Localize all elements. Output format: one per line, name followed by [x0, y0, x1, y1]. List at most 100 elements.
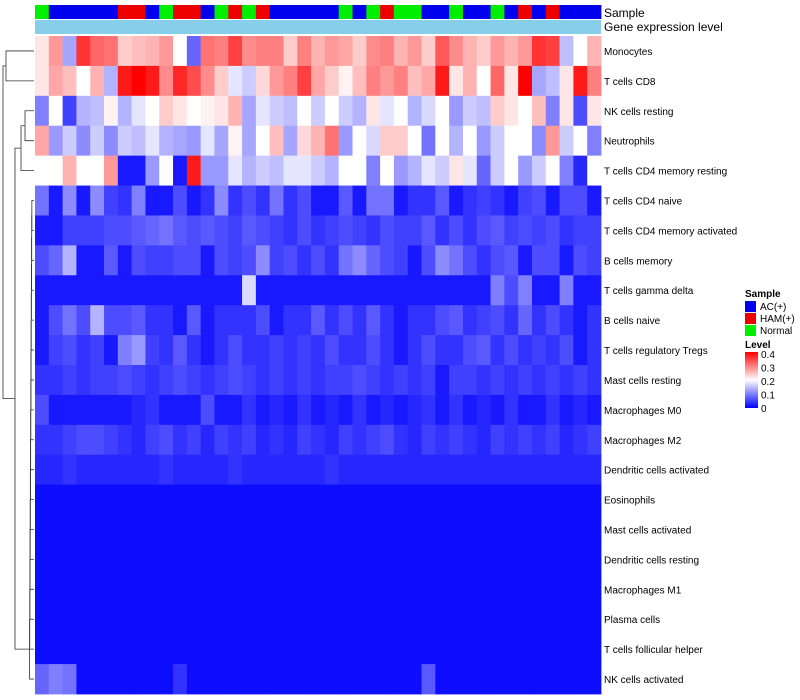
- heatmap-cell: [214, 36, 229, 67]
- heatmap-cell: [297, 634, 312, 665]
- heatmap-cell: [186, 36, 202, 67]
- heatmap-cell: [117, 454, 133, 486]
- heatmap-cell: [173, 335, 188, 366]
- heatmap-cell: [449, 514, 464, 545]
- heatmap-cell: [76, 604, 91, 635]
- heatmap-cell: [200, 65, 215, 97]
- heatmap-cell: [242, 155, 257, 186]
- heatmap-cell: [435, 155, 450, 186]
- sample-swatch: [380, 5, 395, 19]
- heatmap-cell: [573, 185, 588, 216]
- heatmap-cell: [545, 514, 560, 545]
- heatmap-cell: [559, 424, 574, 456]
- heatmap-cell: [228, 305, 243, 336]
- heatmap-cell: [504, 305, 519, 336]
- row-label: Macrophages M0: [604, 406, 682, 417]
- heatmap-cell: [352, 484, 367, 515]
- heatmap-cell: [214, 215, 229, 246]
- heatmap-cell: [104, 454, 119, 486]
- heatmap-cell: [435, 365, 450, 396]
- heatmap-cell: [90, 215, 105, 246]
- heatmap-cell: [587, 484, 602, 515]
- heatmap-cell: [518, 514, 533, 545]
- heatmap-cell: [324, 275, 340, 306]
- heatmap-cell: [104, 514, 119, 545]
- heatmap-cell: [573, 484, 588, 515]
- heatmap-cell: [131, 514, 146, 545]
- heatmap-cell: [145, 574, 160, 605]
- heatmap-cell: [545, 394, 560, 426]
- heatmap-cell: [407, 65, 422, 97]
- heatmap-cell: [504, 424, 519, 456]
- heatmap-cell: [518, 365, 533, 396]
- heatmap-cell: [90, 454, 105, 486]
- heatmap-cell: [421, 544, 436, 575]
- heatmap-cell: [214, 544, 229, 575]
- heatmap-cell: [352, 574, 367, 605]
- heatmap-cell: [462, 544, 478, 575]
- heatmap-cell: [380, 275, 395, 306]
- heatmap-cell: [352, 275, 367, 306]
- row-label: NK cells resting: [604, 107, 673, 118]
- heatmap-cell: [462, 245, 478, 276]
- heatmap-cell: [338, 125, 353, 157]
- heatmap-cell: [380, 514, 395, 545]
- heatmap-cell: [421, 185, 436, 216]
- heatmap-cell: [255, 365, 271, 396]
- heatmap-cell: [76, 305, 91, 336]
- heatmap-cell: [393, 155, 409, 186]
- heatmap-cell: [104, 275, 119, 306]
- sample-swatch: [476, 5, 491, 19]
- heatmap-cell: [283, 424, 298, 456]
- heatmap-cell: [214, 454, 229, 486]
- heatmap-cell: [311, 424, 326, 456]
- heatmap-cell: [297, 155, 312, 186]
- heatmap-cell: [476, 275, 491, 306]
- heatmap-cell: [159, 95, 174, 127]
- heatmap-cell: [269, 454, 284, 486]
- heatmap-cell: [462, 155, 478, 186]
- heatmap-cell: [200, 514, 215, 545]
- heatmap-cell: [324, 365, 340, 396]
- heatmap-cell: [490, 95, 505, 127]
- heatmap-cell: [186, 125, 202, 157]
- heatmap-cell: [545, 634, 560, 665]
- dendrogram-branch: [31, 215, 34, 261]
- heatmap-cell: [173, 514, 188, 545]
- expression-track-label: Gene expression level: [604, 20, 723, 34]
- heatmap-cell: [48, 275, 64, 306]
- heatmap-cell: [104, 394, 119, 426]
- heatmap-cell: [62, 65, 77, 97]
- heatmap-cell: [518, 245, 533, 276]
- heatmap-cell: [311, 394, 326, 426]
- heatmap-cell: [297, 544, 312, 575]
- heatmap-cell: [145, 275, 160, 306]
- row-label: T cells CD8: [604, 77, 656, 88]
- heatmap-cell: [559, 634, 574, 665]
- heatmap-cell: [228, 634, 243, 665]
- sample-swatch: [407, 5, 422, 19]
- heatmap-cell: [159, 664, 174, 695]
- heatmap-cell: [90, 65, 105, 97]
- heatmap-cell: [35, 335, 50, 366]
- heatmap-cell: [255, 454, 271, 486]
- heatmap-cell: [186, 215, 202, 246]
- heatmap-cell: [117, 604, 133, 635]
- heatmap-cell: [393, 574, 409, 605]
- heatmap-cell: [228, 604, 243, 635]
- heatmap-cell: [104, 634, 119, 665]
- heatmap-cell: [228, 215, 243, 246]
- heatmap-cell: [435, 245, 450, 276]
- heatmap-cell: [297, 65, 312, 97]
- heatmap-cell: [324, 36, 340, 67]
- heatmap-cell: [449, 335, 464, 366]
- heatmap-cell: [324, 424, 340, 456]
- heatmap-cell: [531, 305, 547, 336]
- heatmap-cell: [380, 454, 395, 486]
- heatmap-cell: [393, 65, 409, 97]
- heatmap-cell: [131, 36, 146, 67]
- row-label: T cells CD4 naive: [604, 197, 683, 208]
- heatmap-cell: [393, 185, 409, 216]
- heatmap-cell: [435, 65, 450, 97]
- heatmap-cell: [324, 574, 340, 605]
